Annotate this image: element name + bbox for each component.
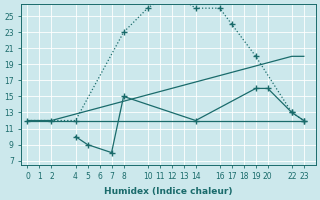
X-axis label: Humidex (Indice chaleur): Humidex (Indice chaleur) <box>104 187 233 196</box>
